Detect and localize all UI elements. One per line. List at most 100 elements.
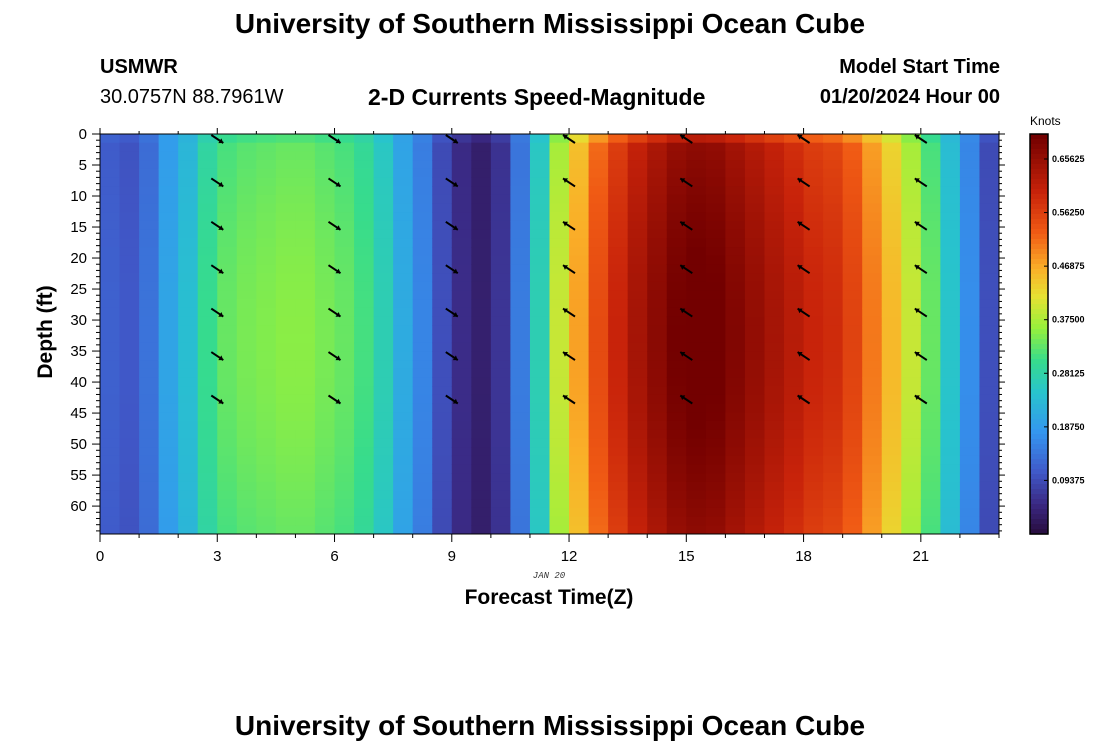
y-tick-label: 15	[70, 219, 87, 236]
heatmap-cell	[725, 194, 746, 205]
heatmap-cell	[529, 464, 550, 474]
heatmap-cell	[432, 334, 453, 344]
heatmap-cell	[920, 325, 941, 335]
heatmap-cell	[100, 142, 121, 152]
heatmap-cell	[784, 290, 805, 300]
heatmap-cell	[881, 307, 902, 318]
heatmap-cell	[158, 151, 179, 161]
heatmap-cell	[725, 438, 746, 448]
colorbar-tick-label: 0.37500	[1052, 315, 1085, 325]
heatmap-cell	[178, 507, 199, 518]
heatmap-cell	[451, 499, 472, 509]
heatmap-cell	[373, 386, 394, 396]
heatmap-cell	[725, 273, 746, 283]
heatmap-cell	[432, 516, 453, 526]
heatmap-cell	[979, 412, 1000, 422]
heatmap-cell	[393, 238, 414, 248]
heatmap-cell	[354, 151, 375, 161]
heatmap-cell	[412, 412, 433, 422]
heatmap-cell	[940, 368, 961, 378]
heatmap-cell	[979, 177, 1000, 187]
heatmap-cell	[217, 307, 238, 318]
heatmap-cell	[862, 325, 883, 335]
heatmap-cell	[100, 464, 121, 474]
heatmap-cell	[432, 420, 453, 431]
heatmap-cell	[139, 351, 160, 361]
heatmap-cell	[940, 290, 961, 300]
heatmap-cell	[588, 351, 609, 361]
heatmap-cell	[314, 525, 336, 535]
heatmap-cell	[725, 177, 746, 187]
heatmap-cell	[803, 255, 824, 265]
heatmap-cell	[471, 194, 492, 205]
heatmap-cell	[314, 473, 336, 483]
heatmap-cell	[393, 255, 414, 265]
heatmap-cell	[373, 490, 394, 500]
heatmap-cell	[354, 447, 375, 457]
heatmap-cell	[647, 281, 668, 292]
heatmap-cell	[647, 334, 668, 344]
heatmap-cell	[314, 438, 336, 448]
heatmap-cell	[510, 334, 531, 344]
heatmap-cell	[862, 455, 883, 465]
heatmap-cell	[256, 142, 277, 152]
heatmap-cell	[314, 481, 336, 492]
heatmap-cell	[862, 516, 883, 526]
heatmap-cell	[236, 273, 257, 283]
heatmap-cell	[510, 186, 531, 196]
heatmap-cell	[529, 473, 550, 483]
heatmap-cell	[178, 168, 199, 178]
heatmap-cell	[588, 394, 609, 405]
heatmap-cell	[803, 334, 824, 344]
heatmap-cell	[764, 264, 785, 274]
heatmap-cell	[764, 316, 785, 326]
heatmap-cell	[471, 455, 492, 465]
heatmap-cell	[959, 334, 980, 344]
heatmap-cell	[959, 247, 980, 257]
heatmap-cell	[178, 464, 199, 474]
heatmap-cell	[256, 212, 277, 222]
heatmap-cell	[275, 281, 296, 292]
heatmap-cell	[608, 290, 629, 300]
heatmap-cell	[979, 307, 1000, 318]
heatmap-cell	[334, 334, 355, 344]
heatmap-cell	[940, 403, 961, 413]
heatmap-cell	[959, 212, 980, 222]
heatmap-cell	[686, 473, 707, 483]
heatmap-cell	[549, 516, 570, 526]
heatmap-cell	[451, 229, 472, 239]
heatmap-cell	[529, 281, 550, 292]
heatmap-cell	[744, 220, 765, 231]
heatmap-cell	[529, 412, 550, 422]
heatmap-cell	[197, 464, 218, 474]
heatmap-cell	[920, 316, 941, 326]
heatmap-cell	[686, 447, 707, 457]
heatmap-cell	[881, 264, 902, 274]
heatmap-cell	[940, 325, 961, 335]
heatmap-cell	[510, 438, 531, 448]
heatmap-cell	[197, 316, 218, 326]
heatmap-cell	[803, 455, 824, 465]
heatmap-cell	[334, 386, 355, 396]
current-arrowhead	[452, 225, 458, 230]
heatmap-cell	[979, 229, 1000, 239]
heatmap-cell	[862, 351, 883, 361]
heatmap-cell	[764, 299, 785, 309]
heatmap-cell	[158, 464, 179, 474]
heatmap-cell	[549, 299, 570, 309]
heatmap-cell	[373, 238, 394, 248]
heatmap-cell	[471, 142, 492, 152]
heatmap-cell	[608, 212, 629, 222]
heatmap-cell	[666, 229, 687, 239]
heatmap-cell	[940, 473, 961, 483]
heatmap-cell	[920, 168, 941, 178]
heatmap-cell	[178, 186, 199, 196]
heatmap-cell	[823, 334, 844, 344]
colorbar-segment	[1030, 249, 1048, 255]
heatmap-cell	[764, 160, 785, 170]
heatmap-cell	[178, 368, 199, 378]
heatmap-cell	[842, 307, 863, 318]
heatmap-cell	[139, 220, 160, 231]
heatmap-cell	[979, 325, 1000, 335]
heatmap-cell	[490, 229, 511, 239]
